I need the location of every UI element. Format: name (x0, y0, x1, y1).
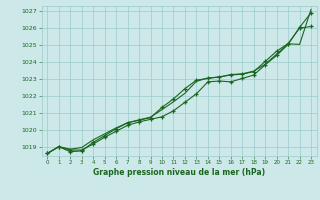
X-axis label: Graphe pression niveau de la mer (hPa): Graphe pression niveau de la mer (hPa) (93, 168, 265, 177)
